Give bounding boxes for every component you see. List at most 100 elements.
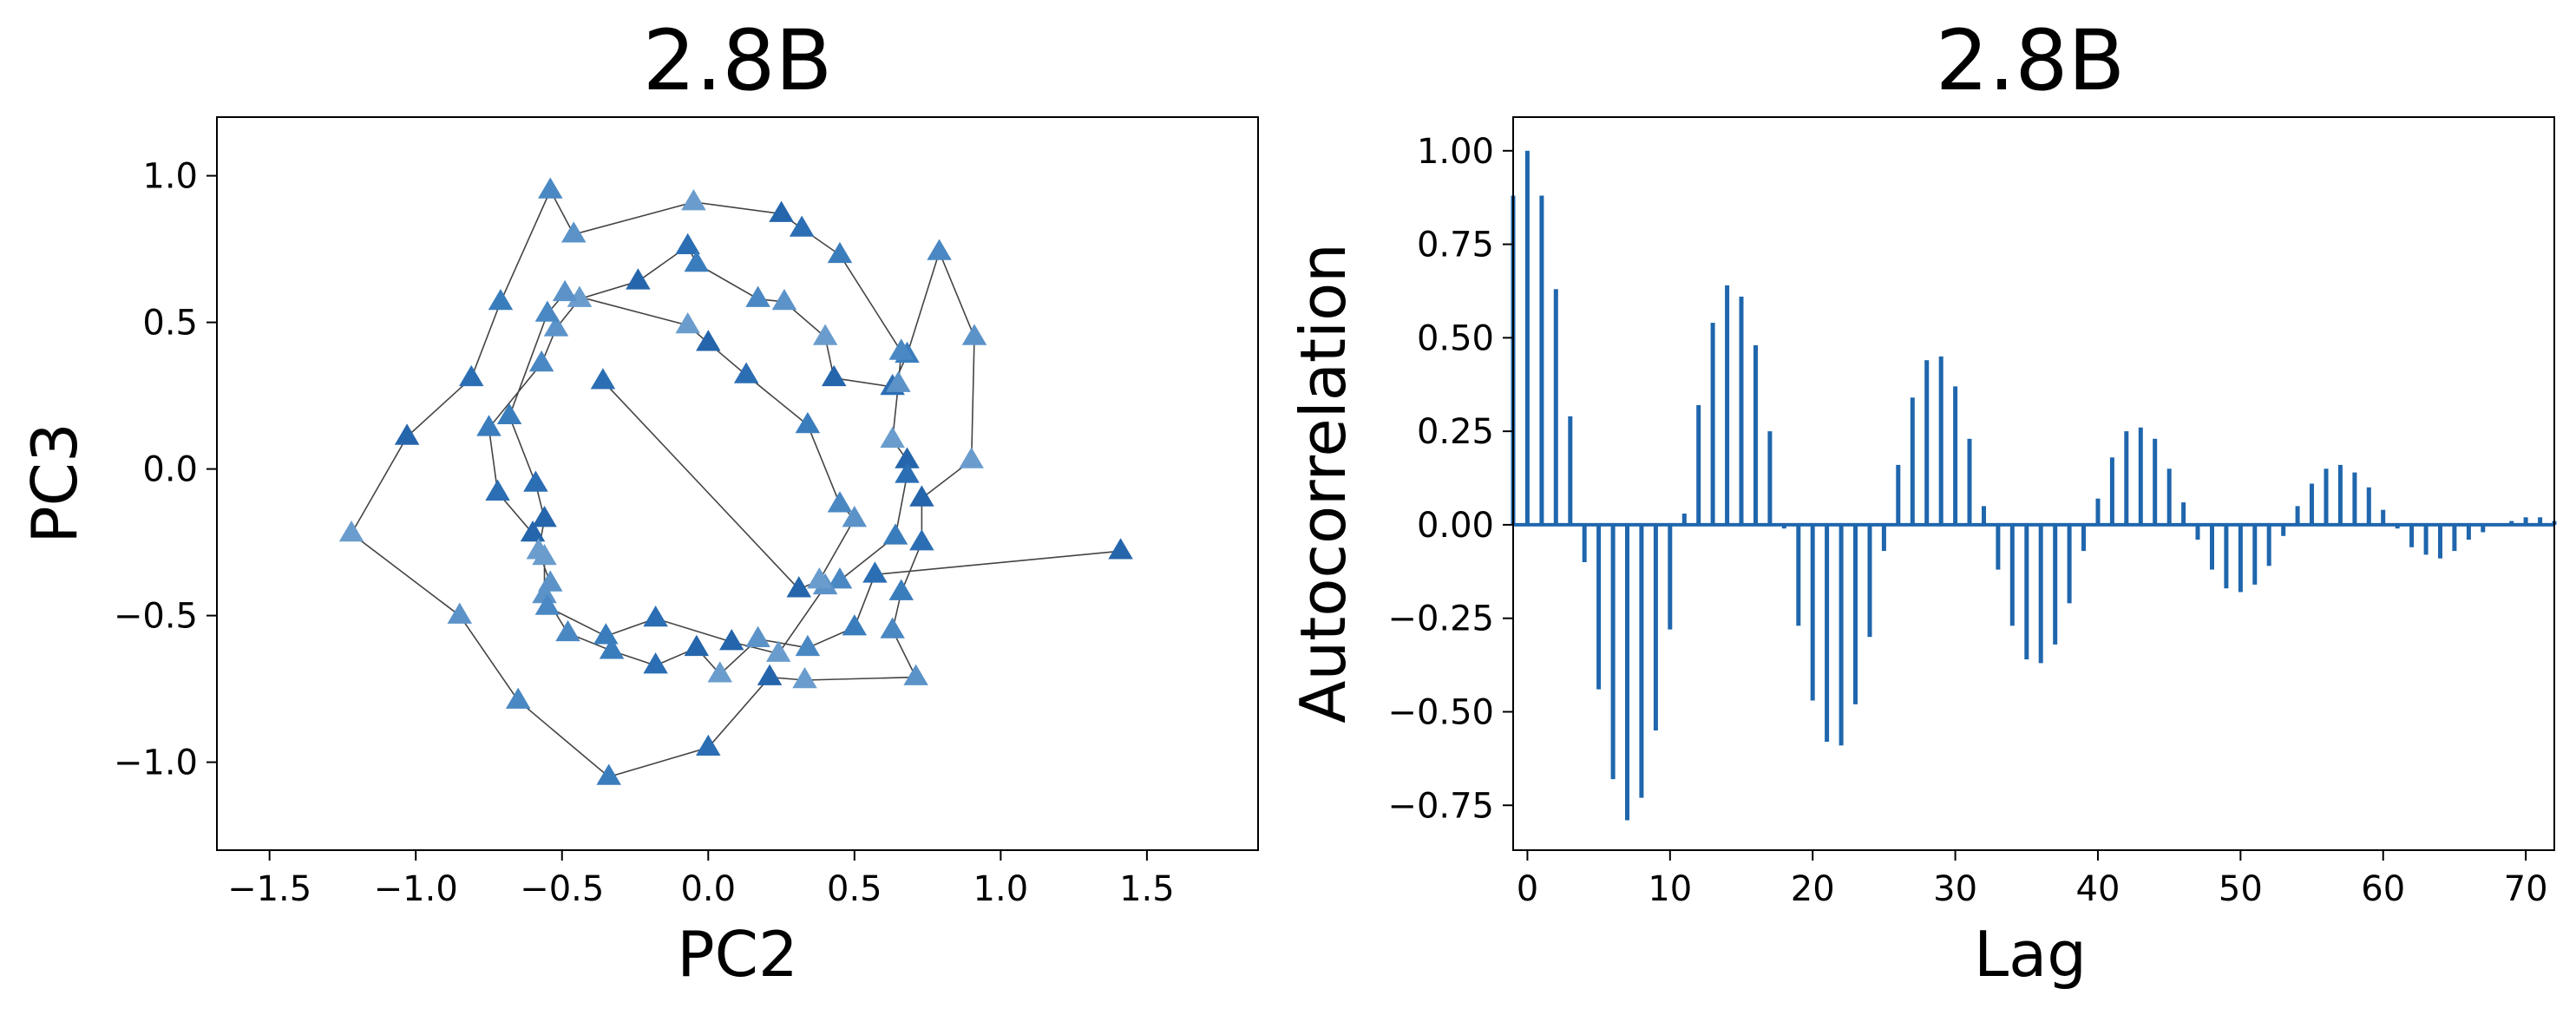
scatter-x-axis-label: PC2 [677, 918, 798, 991]
autocorrelation-bar [2266, 524, 2271, 566]
autocorrelation-bar [2423, 524, 2429, 555]
x-tick-label: 0.0 [680, 869, 736, 909]
trajectory-point [523, 470, 548, 492]
trajectory-point [684, 251, 710, 272]
trajectory-point [485, 479, 510, 501]
trajectory-point [792, 666, 817, 689]
autocorrelation-bar [2538, 517, 2543, 525]
autocorrelation-bar [1839, 524, 1844, 746]
x-tick-label: 70 [2504, 869, 2548, 909]
autocorrelation-bar [2366, 487, 2371, 525]
x-tick-label: 1.0 [973, 869, 1029, 909]
x-tick-label: 0.5 [827, 869, 882, 909]
autocorrelation-bar [2009, 524, 2015, 626]
bar-x-axis-label: Lag [1974, 918, 2087, 991]
trajectory-point [488, 288, 514, 311]
bar-y-axis-label: Autocorrelation [1287, 243, 1360, 724]
trajectory-point [827, 241, 853, 264]
trajectory-point [880, 426, 905, 449]
autocorrelation-bar [1625, 524, 1629, 821]
autocorrelation-bar [2337, 464, 2343, 525]
y-tick-label: 1.0 [142, 157, 198, 197]
trajectory-point [534, 300, 560, 322]
autocorrelation-bar [2195, 524, 2200, 540]
scatter-x-ticks: −1.5 −1.0 −0.5 0.0 0.5 1.0 1.5 [227, 850, 1175, 909]
autocorrelation-bar [2509, 521, 2514, 525]
trajectory-point [590, 368, 616, 390]
trajectory-point [719, 629, 744, 651]
autocorrelation-bar [2095, 498, 2101, 525]
autocorrelation-bar [2310, 483, 2314, 525]
trajectory-point [675, 311, 700, 334]
autocorrelation-bar [1938, 356, 1943, 525]
trajectory-point [538, 570, 563, 592]
trajectory-point [696, 330, 721, 351]
y-tick-label: −0.5 [114, 597, 198, 637]
autocorrelation-bar [1568, 416, 1573, 525]
trajectory-point [459, 364, 484, 387]
trajectory-point [681, 189, 706, 211]
y-tick-label: 1.00 [1417, 132, 1494, 172]
autocorrelation-bar [1753, 345, 1758, 525]
trajectory-point [795, 411, 821, 434]
autocorrelation-bar [1668, 524, 1673, 630]
trajectory-point [599, 638, 625, 659]
trajectory-point [526, 538, 552, 560]
trajectory-point [684, 634, 710, 657]
scatter-plot-frame [216, 116, 1259, 851]
autocorrelation-bar [1539, 195, 1544, 525]
scatter-y-ticks: −1.0 −0.5 0.0 0.5 1.0 [114, 157, 217, 783]
x-tick-label: 30 [1933, 869, 1977, 909]
autocorrelation-bar [2166, 468, 2172, 525]
autocorrelation-bar [1696, 405, 1701, 525]
autocorrelation-bar [1953, 386, 1958, 525]
scatter-chart-title: 2.8B [643, 12, 833, 109]
trajectory-point [882, 523, 908, 545]
x-tick-label: 50 [2219, 869, 2263, 909]
autocorrelation-bar [2153, 438, 2158, 525]
trajectory-point [675, 232, 700, 255]
y-tick-label: −0.75 [1387, 786, 1494, 826]
autocorrelation-bar [1582, 524, 1587, 562]
pca-trajectory-chart: −1.5 −1.0 −0.5 0.0 0.5 1.0 1.5 −1.0 −0.5 0.0 0.5 1… [18, 12, 1259, 991]
trajectory-point [909, 485, 934, 507]
trajectory-point [626, 268, 651, 290]
autocorrelation-bar [1681, 514, 1687, 525]
trajectory-point [696, 734, 721, 756]
trajectory-point [496, 403, 522, 425]
autocorrelation-bar [2067, 524, 2072, 604]
trajectory-point [771, 288, 797, 311]
autocorrelation-bar [1710, 323, 1715, 525]
autocorrelation-bar [1853, 524, 1858, 704]
trajectory-point [593, 623, 619, 645]
autocorrelation-bar [2053, 524, 2058, 645]
trajectory-point [538, 177, 563, 199]
x-tick-label: −0.5 [520, 869, 604, 909]
autocorrelation-chart: 0 10 20 30 40 50 60 70 −0.75 −0.50 −0.25 0.00 0.25 0… [1287, 12, 2557, 991]
scatter-plot-area [338, 177, 1133, 785]
bar-x-ticks: 0 10 20 30 40 50 60 70 [1517, 850, 2548, 909]
trajectory-point [880, 617, 905, 638]
trajectory-point [888, 338, 914, 360]
x-tick-label: 0 [1517, 869, 1538, 909]
trajectory-point [643, 605, 668, 627]
autocorrelation-bar [2181, 502, 2186, 525]
x-tick-label: −1.5 [227, 869, 311, 909]
bar-chart-title: 2.8B [1936, 12, 2126, 109]
autocorrelation-bar [2038, 524, 2043, 664]
trajectory-point [643, 652, 668, 674]
autocorrelation-bar [1982, 506, 1986, 525]
autocorrelation-bar [2252, 524, 2258, 585]
autocorrelation-bar [2523, 517, 2528, 525]
autocorrelation-bar [2466, 524, 2471, 540]
autocorrelation-bar [2395, 524, 2400, 529]
x-tick-label: 10 [1648, 869, 1692, 909]
y-tick-label: −1.0 [114, 743, 198, 783]
y-tick-label: 0.50 [1417, 318, 1494, 358]
trajectory-point [707, 661, 733, 683]
scatter-y-axis-label: PC3 [18, 422, 91, 544]
trajectory-point [959, 447, 984, 468]
trajectory-point [757, 664, 783, 685]
autocorrelation-bar [2138, 427, 2143, 525]
trajectory-point [886, 370, 911, 392]
